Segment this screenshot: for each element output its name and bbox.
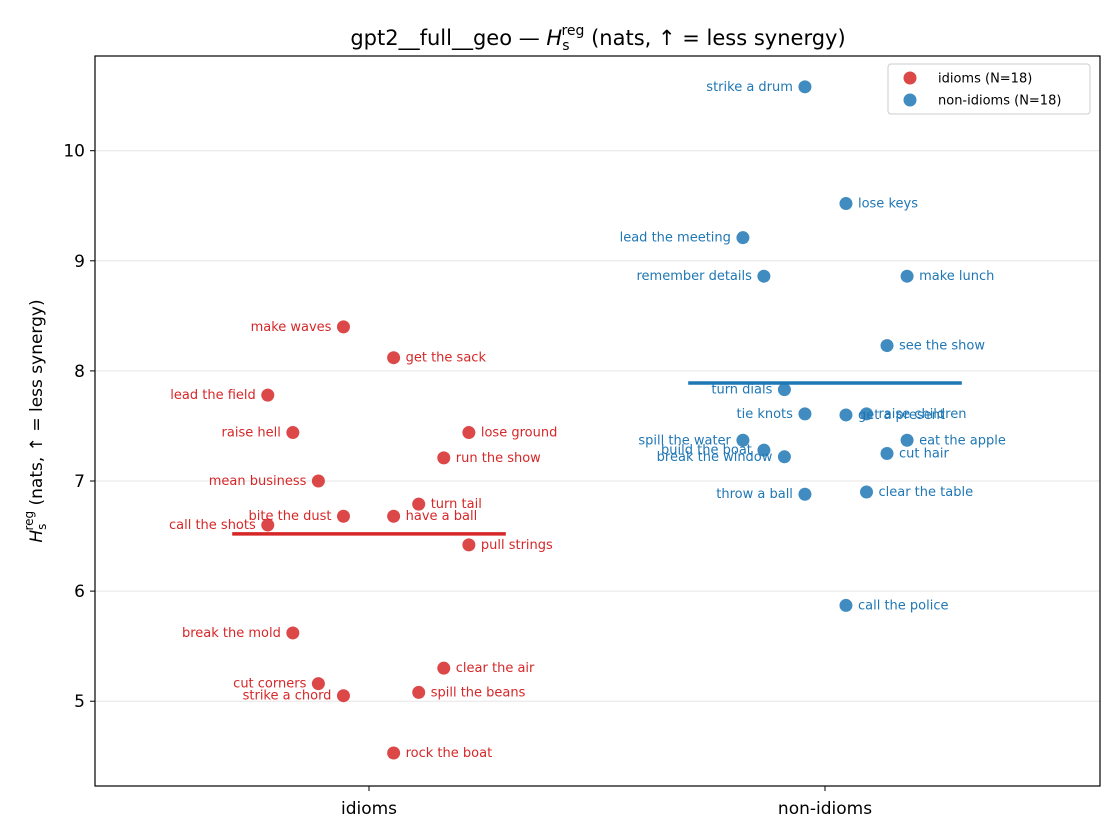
- y-tick-label: 5: [74, 692, 85, 712]
- point-label: bite the dust: [249, 509, 332, 524]
- data-point: [261, 518, 275, 532]
- y-tick-label: 9: [74, 252, 85, 272]
- point-label: lead the field: [170, 388, 255, 403]
- data-point: [777, 383, 791, 397]
- x-tick-label: non-idioms: [778, 799, 872, 819]
- data-point: [311, 474, 325, 488]
- point-label: clear the air: [456, 661, 535, 676]
- point-label: break the mold: [182, 626, 281, 641]
- point-label: build the boat: [661, 443, 752, 458]
- point-label: get the sack: [406, 351, 487, 366]
- point-label: raise children: [878, 407, 966, 422]
- legend-box: [887, 63, 1091, 115]
- point-label: pull strings: [481, 538, 553, 553]
- data-point: [736, 433, 750, 447]
- point-label: have a ball: [406, 509, 478, 524]
- point-label: raise hell: [222, 426, 281, 441]
- plot-area: 5 6 7 8 9 10 idioms non-idioms make waves get the…: [63, 55, 1101, 819]
- point-label: run the show: [456, 451, 541, 466]
- data-point: [336, 320, 350, 334]
- data-point: [387, 509, 401, 523]
- point-label: tie knots: [736, 407, 793, 422]
- data-point: [900, 433, 914, 447]
- point-label: get a present: [858, 408, 945, 423]
- point-label: call the police: [858, 598, 949, 613]
- data-point: [462, 426, 476, 440]
- legend-label-non-idioms: non-idioms (N=18): [938, 94, 1061, 109]
- point-label: strike a drum: [706, 80, 793, 95]
- data-point: [839, 197, 853, 211]
- point-label: spill the beans: [431, 685, 526, 700]
- point-label: clear the table: [878, 485, 973, 500]
- data-point: [736, 231, 750, 245]
- x-tick-label: idioms: [341, 799, 397, 819]
- data-point: [900, 269, 914, 283]
- point-label: make waves: [251, 320, 332, 335]
- data-point: [798, 407, 812, 421]
- y-tick-label: 8: [74, 362, 85, 382]
- point-label: lead the meeting: [620, 231, 731, 246]
- chart-title: gpt2__full__geo — Hsreg (nats, ↑ = less …: [350, 23, 845, 54]
- data-point: [798, 80, 812, 94]
- data-point: [880, 339, 894, 353]
- data-point: [859, 407, 873, 421]
- data-point: [387, 746, 401, 760]
- data-point: [261, 388, 275, 402]
- point-label: strike a chord: [243, 689, 332, 704]
- legend-marker-idioms: [903, 71, 917, 85]
- data-point: [462, 538, 476, 552]
- legend: idioms (N=18) non-idioms (N=18): [887, 63, 1091, 115]
- data-point: [286, 626, 300, 640]
- legend-label-idioms: idioms (N=18): [938, 72, 1032, 87]
- data-point: [412, 685, 426, 699]
- point-label: call the shots: [169, 518, 256, 533]
- point-label: throw a ball: [716, 487, 793, 502]
- point-label: eat the apple: [919, 433, 1006, 448]
- data-point: [880, 446, 894, 460]
- y-tick-label: 6: [74, 582, 85, 602]
- point-label: lose keys: [858, 197, 918, 212]
- data-point: [311, 677, 325, 691]
- data-point: [798, 487, 812, 501]
- legend-marker-non-idioms: [903, 93, 917, 107]
- y-tick-label: 7: [74, 472, 85, 492]
- point-label: rock the boat: [406, 746, 493, 761]
- y-tick-label: 10: [63, 142, 85, 162]
- point-label: make lunch: [919, 269, 994, 284]
- point-label: break the window: [657, 450, 773, 465]
- data-point: [387, 351, 401, 365]
- point-label: remember details: [636, 269, 752, 284]
- data-point: [777, 450, 791, 464]
- data-point: [437, 661, 451, 675]
- point-label: lose ground: [481, 426, 557, 441]
- axes-frame: [94, 55, 1101, 787]
- point-label: turn tail: [431, 497, 482, 512]
- point-label: turn dials: [711, 383, 772, 398]
- data-point: [336, 509, 350, 523]
- data-point: [757, 443, 771, 457]
- data-point: [286, 426, 300, 440]
- y-axis-label: Hsreg (nats, ↑ = less synergy): [22, 299, 49, 542]
- data-point: [839, 408, 853, 422]
- point-label: cut corners: [233, 677, 306, 692]
- data-point: [839, 598, 853, 612]
- data-point: [859, 485, 873, 499]
- point-label: see the show: [899, 339, 985, 354]
- point-label: mean business: [209, 474, 307, 489]
- data-point: [336, 689, 350, 703]
- data-point: [437, 451, 451, 465]
- data-point: [412, 497, 426, 511]
- data-point: [757, 269, 771, 283]
- point-label: spill the water: [638, 433, 731, 448]
- point-label: cut hair: [899, 446, 949, 461]
